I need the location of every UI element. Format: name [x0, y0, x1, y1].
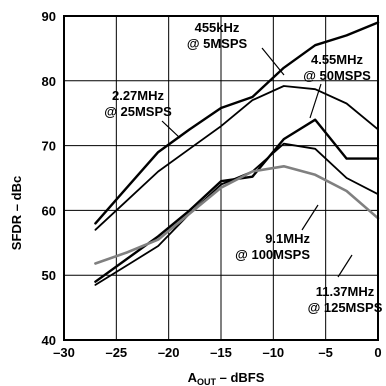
annotation-leader-2-27mhz	[161, 120, 181, 139]
x-axis-label: AOUT – dBFS	[188, 370, 265, 386]
y-axis-label: SFDR – dBc	[9, 176, 24, 250]
annotation-leader-9-1mhz	[301, 204, 319, 231]
tick-labels: –30 –25 –20 –15 –10 –5 0 40 50 60 70 80 90	[42, 9, 382, 360]
annotation-leader-11-37mhz	[337, 254, 353, 278]
x-tick-label: –5	[318, 345, 332, 360]
series-label-455khz: 455kHz	[195, 20, 240, 35]
series-label-2-27mhz: @ 25MSPS	[104, 104, 172, 119]
x-tick-label: 0	[374, 345, 381, 360]
y-tick-label: 60	[42, 203, 56, 218]
x-tick-label: –25	[105, 345, 127, 360]
series-label-9-1mhz: 9.1MHz	[265, 231, 310, 246]
y-tick-label: 70	[42, 139, 56, 154]
series-label-11-37mhz: 11.37MHz	[316, 284, 375, 299]
y-tick-label: 90	[42, 9, 56, 24]
series-line-9-1mhz	[94, 142, 379, 286]
series-label-2-27mhz: 2.27MHz	[112, 88, 165, 103]
series-label-4-55mhz: @ 50MSPS	[303, 68, 371, 83]
series-line-455khz	[94, 21, 380, 225]
series-line-11-37mhz	[94, 165, 380, 265]
series-annotations: 455kHz@ 5MSPS 2.27MHz@ 25MSPS 4.55MHz@ 50M…	[104, 20, 383, 315]
x-axis-label-rest: – dBFS	[216, 370, 265, 385]
series-label-9-1mhz: @ 100MSPS	[235, 247, 310, 262]
series-label-455khz: @ 5MSPS	[187, 36, 248, 51]
y-tick-label: 80	[42, 74, 56, 89]
series-line-2-27mhz	[94, 85, 379, 231]
series-label-4-55mhz: 4.55MHz	[311, 52, 364, 67]
series-label-11-37mhz: @ 125MSPS	[308, 300, 383, 315]
x-tick-label: –15	[210, 345, 232, 360]
y-tick-label: 50	[42, 268, 56, 283]
x-axis-label-main: A	[188, 370, 198, 385]
series-lines	[94, 21, 380, 286]
annotation-leader-4-55mhz	[309, 83, 322, 119]
x-axis-label-subscript: OUT	[197, 377, 217, 386]
x-tick-label: –30	[53, 345, 75, 360]
plot-frame	[63, 15, 379, 341]
x-tick-label: –10	[262, 345, 284, 360]
annotation-leader-455khz	[261, 47, 285, 76]
y-tick-label: 40	[42, 333, 56, 348]
x-tick-label: –20	[158, 345, 180, 360]
